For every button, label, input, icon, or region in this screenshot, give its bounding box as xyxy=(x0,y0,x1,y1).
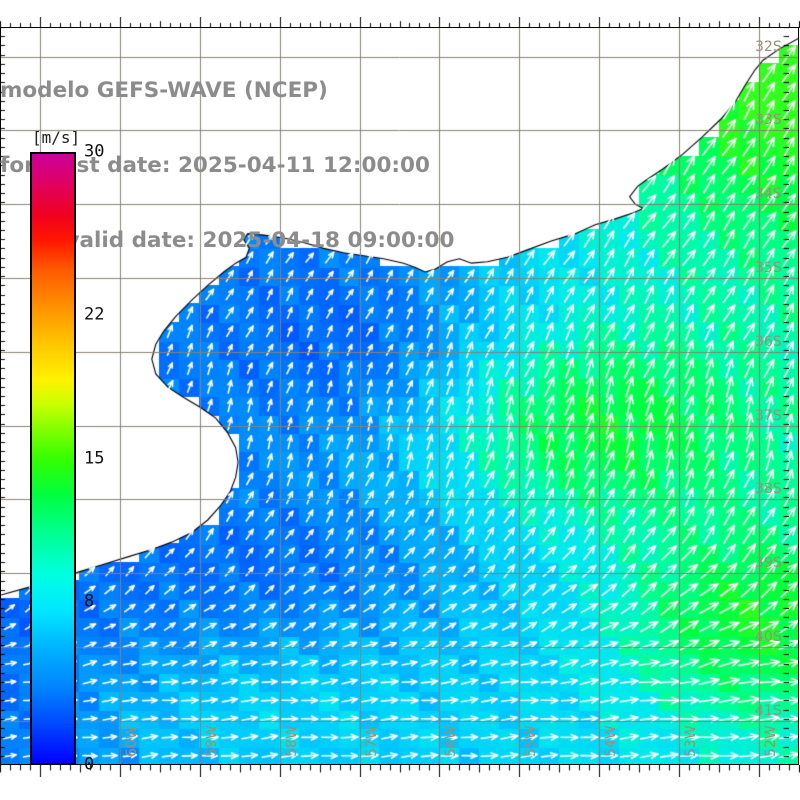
map-plot-area[interactable] xyxy=(0,27,799,765)
title-model-line: modelo GEFS-WAVE (NCEP) xyxy=(0,78,328,103)
lon-label-54W: 54W xyxy=(603,725,620,757)
colorbar[interactable] xyxy=(30,152,76,765)
lon-label-56W: 56W xyxy=(443,725,460,757)
lon-label-52W: 52W xyxy=(763,725,780,757)
lat-label-39S: 39S xyxy=(755,555,782,572)
colorbar-tick-0: 0 xyxy=(84,754,95,775)
colorbar-tick-8: 8 xyxy=(84,591,95,612)
colorbar-tick-30: 30 xyxy=(84,141,105,162)
colorbar-tick-15: 15 xyxy=(84,448,105,469)
lat-label-37S: 37S xyxy=(755,407,782,424)
colorbar-gradient[interactable] xyxy=(30,152,76,765)
lon-label-59W: 59W xyxy=(203,725,220,757)
colorbar-tick-22: 22 xyxy=(84,305,105,326)
lon-label-57W: 57W xyxy=(363,725,380,757)
axis-ticks-bottom xyxy=(0,765,800,777)
axis-ticks-left xyxy=(0,27,11,765)
lat-label-33S: 33S xyxy=(755,112,782,129)
title-block: modelo GEFS-WAVE (NCEP) forecast date: 2… xyxy=(0,28,520,303)
lon-label-58W: 58W xyxy=(283,725,300,757)
lat-label-41S: 41S xyxy=(755,702,782,719)
lon-label-60W: 60W xyxy=(123,725,140,757)
axis-ticks-top xyxy=(0,17,800,28)
lat-label-34S: 34S xyxy=(755,186,782,203)
colorbar-unit-label: [m/s] xyxy=(32,128,81,147)
title-valid-line: valid date: 2025-04-18 09:00:00 xyxy=(65,228,455,253)
lat-label-35S: 35S xyxy=(755,259,782,276)
lon-label-53W: 53W xyxy=(683,725,700,757)
lon-label-55W: 55W xyxy=(523,725,540,757)
lat-label-36S: 36S xyxy=(755,333,782,350)
lat-label-38S: 38S xyxy=(755,481,782,498)
axis-ticks-right xyxy=(777,27,789,765)
graticule-gridlines xyxy=(0,27,799,765)
lat-label-40S: 40S xyxy=(755,628,782,645)
lat-label-32S: 32S xyxy=(755,38,782,55)
title-forecast-line: forecast date: 2025-04-11 12:00:00 xyxy=(0,153,430,178)
